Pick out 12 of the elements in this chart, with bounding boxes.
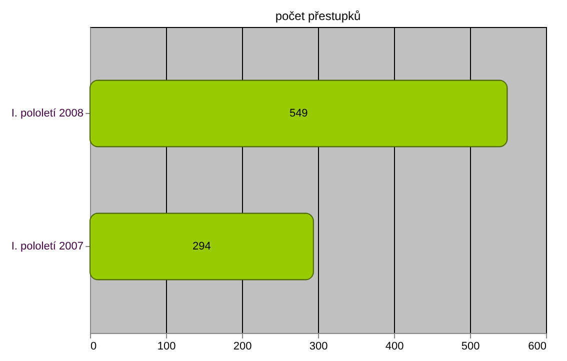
x-tick-label: 0 xyxy=(90,340,97,352)
y-tick-label: I. pololetí 2008 xyxy=(11,107,84,120)
y-tick-label: I. pololetí 2007 xyxy=(11,240,84,253)
data-label: 549 xyxy=(289,107,308,120)
x-tick-label: 100 xyxy=(157,340,176,352)
x-tick-label: 500 xyxy=(461,340,480,352)
chart-title: počet přestupků xyxy=(275,9,361,23)
x-tick-label: 200 xyxy=(233,340,252,352)
data-label: 294 xyxy=(192,240,211,253)
x-tick-label: 400 xyxy=(385,340,404,352)
x-tick-label: 300 xyxy=(309,340,328,352)
x-tick-label: 600 xyxy=(528,340,546,352)
